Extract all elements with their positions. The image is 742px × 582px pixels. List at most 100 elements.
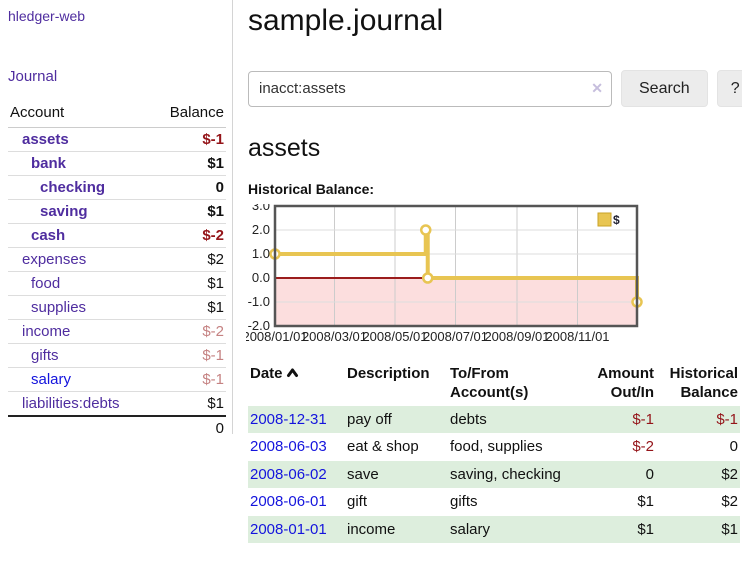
account-balance: $1: [152, 199, 226, 224]
account-balance: 0: [152, 175, 226, 200]
transaction-description: eat & shop: [347, 438, 419, 455]
register-header-date[interactable]: Date: [248, 362, 345, 406]
account-link[interactable]: income: [22, 323, 71, 340]
account-balance: $-1: [152, 367, 226, 392]
account-row: expenses $2: [8, 247, 226, 272]
transaction-amount: 0: [581, 460, 656, 488]
transaction-description: save: [345, 460, 448, 488]
y-tick-label: 1.0: [252, 246, 270, 261]
register-row: 2008-06-03 eat & shop food, supplies $-2…: [248, 433, 740, 461]
transaction-balance: 0: [729, 438, 738, 455]
x-tick-label: 2008/05/01: [362, 329, 427, 344]
sidebar: hledger-web Journal Account Balance asse…: [0, 0, 232, 440]
account-link[interactable]: saving: [40, 203, 88, 220]
register-row: 2008-01-01 income salary $1 $1: [248, 515, 740, 543]
account-balance: $-1: [152, 127, 226, 152]
register-row: 2008-06-02 save saving, checking 0 $2: [248, 460, 740, 488]
register-header-description: Description: [347, 365, 430, 382]
y-tick-label: 2.0: [252, 222, 270, 237]
main-content: sample.journal ✕ Search ? assets Histori…: [242, 0, 742, 543]
y-tick-label: 3.0: [252, 204, 270, 213]
chart-svg: $3.0 2.0 1.0 0.0 -1.0 -2.02008/01/012008/03/0…: [242, 198, 643, 344]
plot-border: [273, 204, 639, 328]
account-row: supplies $1: [8, 295, 226, 320]
transaction-description: pay off: [345, 405, 448, 433]
x-tick-label: 2008/07/01: [423, 329, 488, 344]
legend-label: $: [613, 213, 620, 227]
account-link[interactable]: food: [31, 275, 61, 292]
account-link[interactable]: expenses: [22, 251, 87, 268]
account-link[interactable]: bank: [31, 155, 67, 172]
data-point-marker: [421, 272, 434, 284]
register-table: Date Description To/From Account(s) Amou…: [248, 362, 740, 543]
legend-swatch: [597, 212, 612, 227]
transaction-balance: $2: [656, 460, 740, 488]
x-tick-label: 2008/11/01: [545, 329, 609, 344]
historical-balance-chart: $3.0 2.0 1.0 0.0 -1.0 -2.0 2008/01/01 2008/03/0…: [242, 198, 742, 346]
page-title: sample.journal: [248, 4, 444, 37]
transaction-date-link[interactable]: 2008-06-01: [250, 493, 327, 510]
account-link[interactable]: cash: [31, 227, 66, 244]
transaction-accounts: saving, checking: [448, 460, 581, 488]
account-row: cash $-2: [8, 223, 226, 248]
clear-search-icon[interactable]: ✕: [591, 79, 603, 96]
account-row: food $1: [8, 271, 226, 296]
transaction-date-link[interactable]: 2008-06-03: [250, 438, 327, 455]
search-button[interactable]: Search: [621, 70, 708, 107]
transaction-balance: $1: [656, 515, 740, 543]
account-link[interactable]: assets: [22, 131, 69, 148]
account-link[interactable]: checking: [40, 179, 106, 196]
account-balance: $-1: [152, 343, 226, 368]
x-tick-label: 2008/01/01: [246, 329, 308, 344]
accounts-total-row: 0: [8, 415, 226, 440]
account-balance: $1: [152, 295, 226, 320]
account-row: checking 0: [8, 175, 226, 200]
account-balance: $2: [152, 247, 226, 272]
search-input[interactable]: [248, 70, 612, 107]
y-tick-label: -2.0: [248, 318, 270, 333]
x-tick-label: 2008/09/01: [484, 329, 549, 344]
accounts-table: Account Balance assets $-1 bank $1 check…: [8, 101, 226, 440]
y-tick-label: 0.0: [252, 270, 270, 285]
chart-heading: Historical Balance:: [248, 181, 375, 197]
transaction-description: gift: [347, 493, 368, 510]
register-header-row: Date Description To/From Account(s) Amou…: [248, 362, 740, 406]
account-row: assets $-1: [8, 127, 226, 152]
accounts-total: 0: [152, 415, 226, 440]
account-row: gifts $-1: [8, 343, 226, 368]
register-header-accounts: To/From Account(s): [450, 365, 529, 401]
transaction-date-link[interactable]: 2008-06-02: [250, 465, 327, 483]
x-tick-label: 2008/03/01: [302, 329, 367, 344]
account-link[interactable]: supplies: [31, 299, 87, 316]
transaction-amount: $1: [637, 493, 654, 510]
register-row: 2008-12-31 pay off debts $-1 $-1: [248, 405, 740, 433]
accounts-header-row: Account Balance: [8, 101, 226, 128]
app-brand-link[interactable]: hledger-web: [8, 8, 86, 24]
account-heading: assets: [248, 134, 321, 162]
register-header-amount: Amount Out/In: [597, 365, 654, 401]
transaction-accounts: food, supplies: [450, 438, 543, 455]
transaction-accounts: debts: [448, 405, 581, 433]
accounts-header-balance: Balance: [152, 101, 226, 128]
account-link[interactable]: gifts: [31, 347, 59, 364]
account-link[interactable]: liabilities:debts: [22, 395, 120, 412]
transaction-date-link[interactable]: 2008-01-01: [250, 520, 327, 538]
y-tick-label: -1.0: [248, 294, 270, 309]
accounts-header-account: Account: [8, 101, 153, 128]
sort-ascending-icon: [286, 365, 299, 384]
sidebar-item-journal[interactable]: Journal: [8, 68, 58, 85]
account-balance: $1: [152, 271, 226, 296]
account-row: salary $-1: [8, 367, 226, 392]
help-button[interactable]: ?: [716, 70, 742, 107]
account-row: liabilities:debts $1: [8, 391, 226, 417]
transaction-balance: $2: [721, 493, 738, 510]
transaction-accounts: salary: [448, 515, 581, 543]
account-link[interactable]: salary: [31, 371, 72, 388]
transaction-balance: $-1: [656, 405, 740, 433]
register-row: 2008-06-01 gift gifts $1 $2: [248, 488, 740, 516]
sidebar-divider: [232, 0, 233, 434]
transaction-date-link[interactable]: 2008-12-31: [250, 410, 327, 428]
account-balance: $-2: [152, 319, 226, 344]
search-form: ✕ Search ?: [248, 70, 742, 107]
account-row: saving $1: [8, 199, 226, 224]
